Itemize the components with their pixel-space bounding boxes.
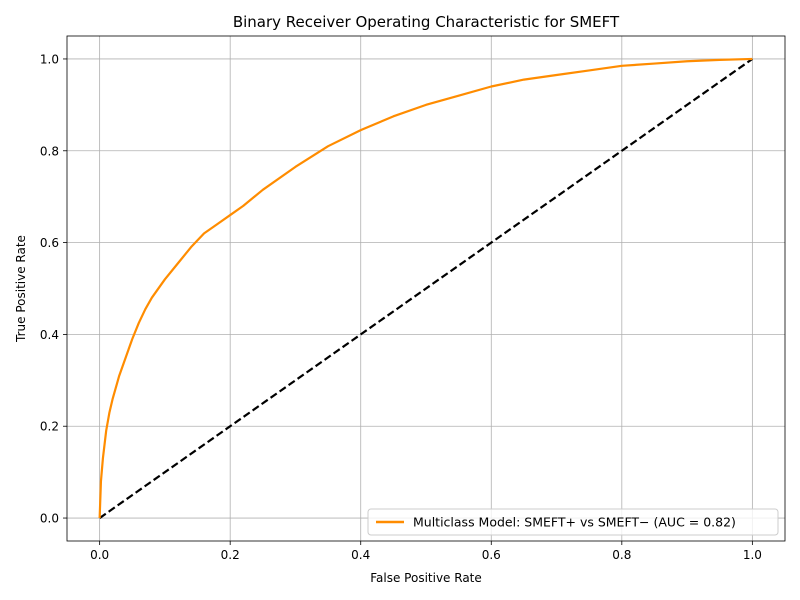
y-tick-label: 0.6 bbox=[40, 236, 59, 250]
x-tick-label: 0.6 bbox=[482, 548, 501, 562]
x-tick-label: 1.0 bbox=[743, 548, 762, 562]
legend-label-multiclass-model: Multiclass Model: SMEFT+ vs SMEFT− (AUC … bbox=[413, 515, 736, 530]
x-tick-label: 0.2 bbox=[221, 548, 240, 562]
y-tick-label: 0.8 bbox=[40, 144, 59, 158]
plot-series bbox=[98, 57, 753, 519]
y-tick-label: 1.0 bbox=[40, 52, 59, 66]
y-axis-label: True Positive Rate bbox=[14, 235, 28, 343]
x-axis-label: False Positive Rate bbox=[370, 571, 482, 585]
y-tick-label: 0.4 bbox=[40, 328, 59, 342]
grid bbox=[67, 36, 785, 541]
legend-box bbox=[367, 508, 779, 536]
roc-curve-line bbox=[98, 57, 753, 519]
y-tick-label: 0.2 bbox=[40, 420, 59, 434]
x-tick-label: 0.8 bbox=[612, 548, 631, 562]
axis-ticks: 0.0 0.2 0.4 0.6 0.8 1.0 0.0 0.2 0.4 0.6 0.8 1.0 bbox=[40, 52, 762, 562]
chart-title: Binary Receiver Operating Characteristic… bbox=[233, 13, 620, 31]
x-tick-label: 0.4 bbox=[351, 548, 370, 562]
legend: Multiclass Model: SMEFT+ vs SMEFT− (AUC … bbox=[367, 508, 779, 536]
x-tick-label: 0.0 bbox=[90, 548, 109, 562]
chance-diagonal-line bbox=[99, 58, 753, 519]
y-tick-label: 0.0 bbox=[40, 512, 59, 526]
plot-frame bbox=[66, 35, 786, 542]
